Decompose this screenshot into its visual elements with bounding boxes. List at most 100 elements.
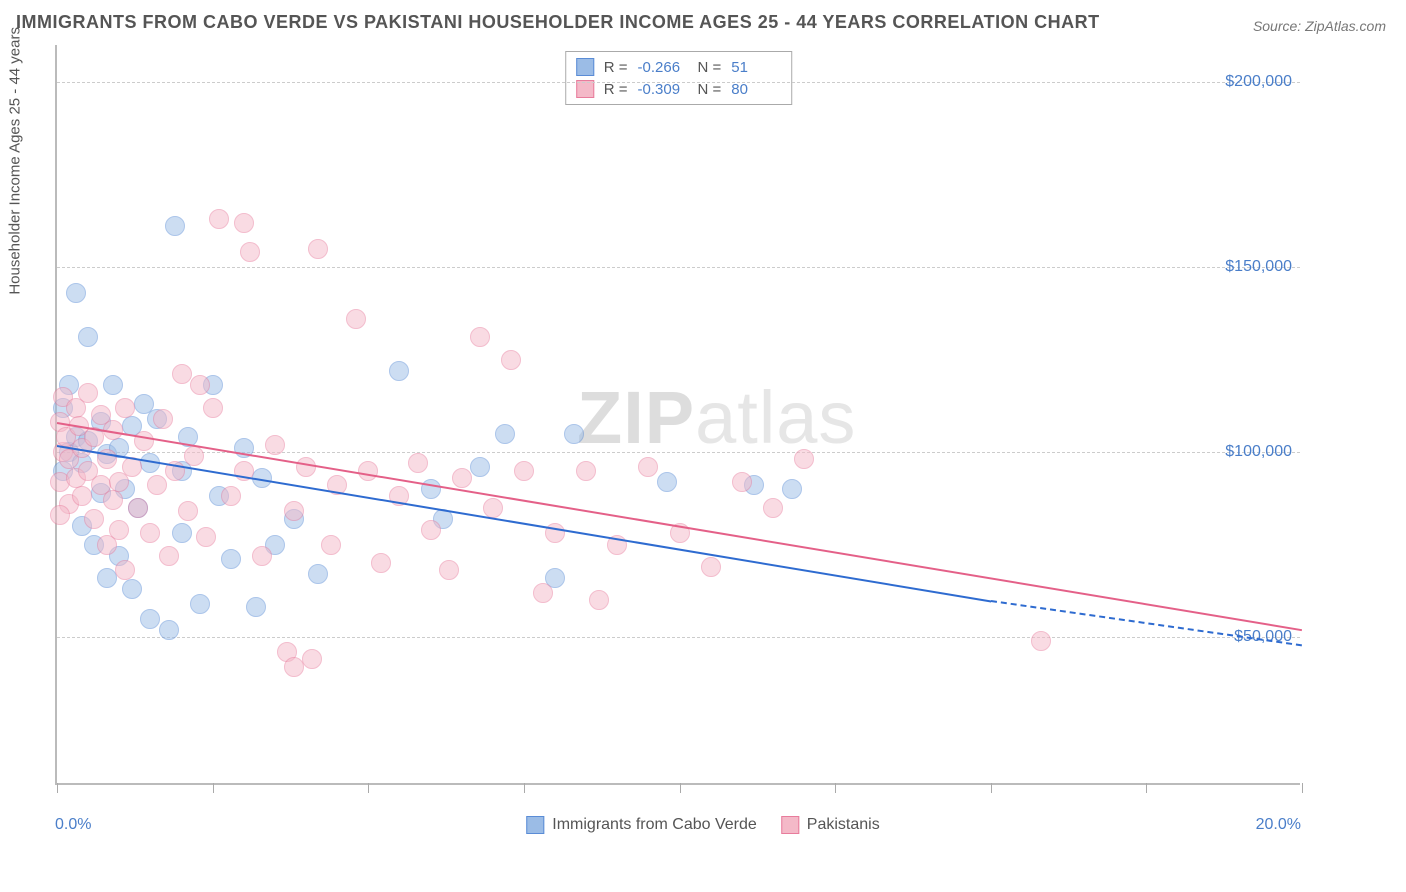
scatter-point bbox=[159, 620, 179, 640]
watermark-light: atlas bbox=[695, 376, 856, 459]
scatter-point bbox=[452, 468, 472, 488]
y-tick-label: $100,000 bbox=[1225, 443, 1292, 461]
y-axis-label: Householder Income Ages 25 - 44 years bbox=[7, 27, 24, 295]
plot-area: ZIPatlas R =-0.266N =51R =-0.309N =80 $5… bbox=[55, 45, 1300, 785]
chart-source: Source: ZipAtlas.com bbox=[1253, 18, 1386, 34]
scatter-point bbox=[165, 216, 185, 236]
scatter-point bbox=[564, 424, 584, 444]
y-tick-label: $150,000 bbox=[1225, 258, 1292, 276]
scatter-point bbox=[103, 490, 123, 510]
scatter-point bbox=[66, 283, 86, 303]
scatter-point bbox=[78, 383, 98, 403]
chart-title: IMMIGRANTS FROM CABO VERDE VS PAKISTANI … bbox=[16, 12, 1100, 33]
scatter-point bbox=[794, 449, 814, 469]
scatter-point bbox=[109, 520, 129, 540]
scatter-point bbox=[657, 472, 677, 492]
scatter-point bbox=[732, 472, 752, 492]
scatter-point bbox=[159, 546, 179, 566]
scatter-point bbox=[246, 597, 266, 617]
x-tick bbox=[213, 783, 214, 793]
x-tick bbox=[1146, 783, 1147, 793]
scatter-point bbox=[172, 364, 192, 384]
corr-r-label: R = bbox=[604, 59, 628, 76]
corr-legend-row: R = -0.266 N = 51 bbox=[576, 56, 782, 78]
scatter-point bbox=[701, 557, 721, 577]
x-axis-min-label: 0.0% bbox=[55, 816, 91, 834]
legend-label: Immigrants from Cabo Verde bbox=[552, 816, 757, 834]
scatter-point bbox=[346, 309, 366, 329]
scatter-point bbox=[638, 457, 658, 477]
scatter-point bbox=[140, 523, 160, 543]
corr-n-label: N = bbox=[698, 59, 722, 76]
scatter-point bbox=[252, 546, 272, 566]
gridline-h bbox=[57, 637, 1300, 638]
scatter-point bbox=[358, 461, 378, 481]
scatter-point bbox=[470, 327, 490, 347]
scatter-point bbox=[115, 560, 135, 580]
scatter-point bbox=[50, 505, 70, 525]
corr-n-label: N = bbox=[698, 81, 722, 98]
scatter-point bbox=[389, 361, 409, 381]
scatter-point bbox=[115, 398, 135, 418]
correlation-legend: R = -0.266 N = 51 R = -0.309 N = 80 bbox=[565, 51, 793, 105]
legend-swatch bbox=[526, 816, 544, 834]
scatter-point bbox=[72, 486, 92, 506]
scatter-point bbox=[196, 527, 216, 547]
scatter-point bbox=[483, 498, 503, 518]
corr-n-value: 51 bbox=[731, 59, 781, 76]
scatter-point bbox=[203, 398, 223, 418]
scatter-point bbox=[495, 424, 515, 444]
watermark-strong: ZIP bbox=[577, 376, 695, 459]
scatter-point bbox=[178, 501, 198, 521]
scatter-point bbox=[321, 535, 341, 555]
scatter-point bbox=[514, 461, 534, 481]
corr-r-value: -0.309 bbox=[638, 81, 688, 98]
trend-line bbox=[57, 422, 1302, 631]
scatter-point bbox=[421, 520, 441, 540]
legend-swatch bbox=[781, 816, 799, 834]
scatter-point bbox=[140, 609, 160, 629]
scatter-point bbox=[103, 375, 123, 395]
x-tick bbox=[991, 783, 992, 793]
scatter-point bbox=[84, 509, 104, 529]
scatter-point bbox=[501, 350, 521, 370]
x-tick bbox=[680, 783, 681, 793]
scatter-point bbox=[221, 486, 241, 506]
x-tick bbox=[835, 783, 836, 793]
scatter-point bbox=[302, 649, 322, 669]
scatter-point bbox=[221, 549, 241, 569]
scatter-point bbox=[533, 583, 553, 603]
scatter-point bbox=[308, 239, 328, 259]
scatter-point bbox=[782, 479, 802, 499]
scatter-point bbox=[97, 568, 117, 588]
scatter-point bbox=[240, 242, 260, 262]
scatter-point bbox=[134, 431, 154, 451]
y-tick-label: $200,000 bbox=[1225, 73, 1292, 91]
scatter-point bbox=[763, 498, 783, 518]
scatter-point bbox=[147, 475, 167, 495]
corr-r-label: R = bbox=[604, 81, 628, 98]
scatter-point bbox=[1031, 631, 1051, 651]
scatter-point bbox=[576, 461, 596, 481]
scatter-point bbox=[128, 498, 148, 518]
scatter-point bbox=[190, 375, 210, 395]
x-tick bbox=[368, 783, 369, 793]
legend-label: Pakistanis bbox=[807, 816, 880, 834]
corr-n-value: 80 bbox=[731, 81, 781, 98]
legend-item: Immigrants from Cabo Verde bbox=[526, 816, 757, 834]
scatter-point bbox=[184, 446, 204, 466]
scatter-point bbox=[439, 560, 459, 580]
scatter-point bbox=[153, 409, 173, 429]
scatter-point bbox=[284, 501, 304, 521]
gridline-h bbox=[57, 82, 1300, 83]
scatter-point bbox=[470, 457, 490, 477]
x-tick bbox=[57, 783, 58, 793]
series-legend: Immigrants from Cabo Verde Pakistanis bbox=[526, 816, 879, 834]
scatter-point bbox=[172, 523, 192, 543]
corr-r-value: -0.266 bbox=[638, 59, 688, 76]
scatter-point bbox=[209, 209, 229, 229]
scatter-point bbox=[589, 590, 609, 610]
scatter-point bbox=[234, 213, 254, 233]
x-tick bbox=[524, 783, 525, 793]
scatter-point bbox=[122, 579, 142, 599]
